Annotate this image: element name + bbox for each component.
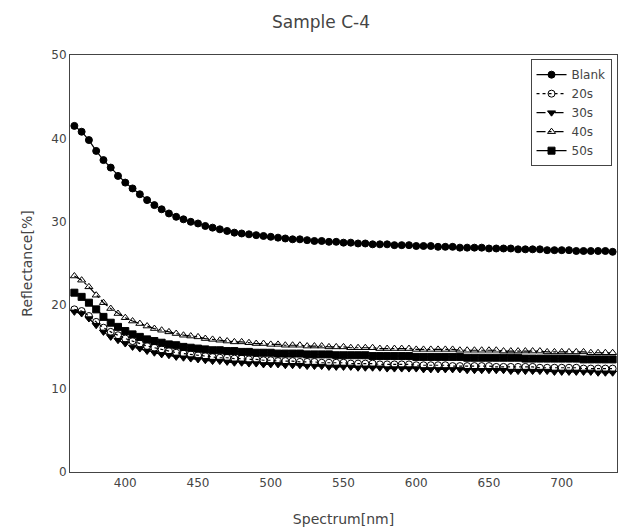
svg-text:Blank: Blank	[572, 68, 606, 82]
svg-text:600: 600	[405, 476, 428, 490]
svg-text:50s: 50s	[572, 144, 594, 158]
svg-text:40s: 40s	[572, 125, 594, 139]
svg-text:Reflectance[%]: Reflectance[%]	[19, 210, 35, 316]
svg-text:Spectrum[nm]: Spectrum[nm]	[293, 511, 394, 527]
svg-text:20: 20	[51, 298, 66, 312]
svg-text:40: 40	[51, 132, 66, 146]
svg-text:Sample C-4: Sample C-4	[272, 12, 370, 32]
svg-text:650: 650	[478, 476, 501, 490]
svg-text:0: 0	[59, 465, 67, 479]
svg-text:10: 10	[51, 382, 66, 396]
svg-text:30: 30	[51, 215, 66, 229]
svg-text:30s: 30s	[572, 106, 594, 120]
svg-text:500: 500	[259, 476, 282, 490]
svg-text:700: 700	[550, 476, 573, 490]
svg-text:450: 450	[187, 476, 210, 490]
svg-text:550: 550	[332, 476, 355, 490]
svg-text:20s: 20s	[572, 87, 594, 101]
svg-text:50: 50	[51, 48, 66, 62]
svg-text:400: 400	[114, 476, 137, 490]
